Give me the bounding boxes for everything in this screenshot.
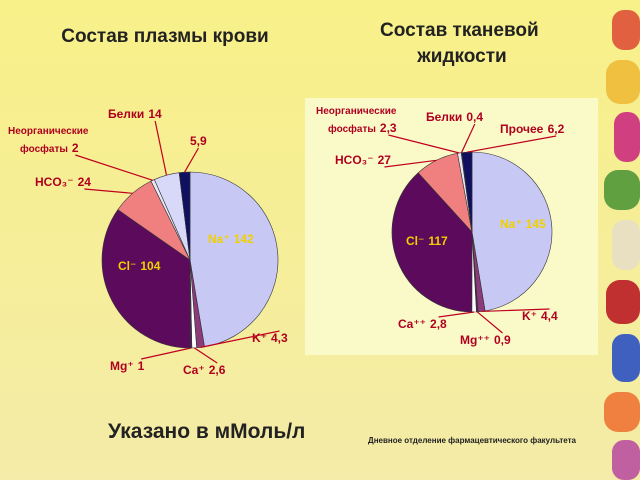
footer: Дневное отделение фармацевтического факу… bbox=[368, 436, 577, 445]
value-label: 4,4 bbox=[541, 309, 558, 323]
value-label: 4,3 bbox=[271, 331, 288, 345]
leader-line bbox=[466, 135, 557, 153]
value-label: 14 bbox=[148, 107, 162, 121]
slice-label: Mg⁺ 1 bbox=[110, 347, 192, 373]
slice-label: Na⁺ 145 bbox=[500, 217, 546, 231]
value-label: 2,3 bbox=[380, 121, 397, 135]
pie-slice bbox=[471, 151, 553, 312]
value-label: 104 bbox=[140, 259, 160, 273]
category-label: Белки bbox=[108, 107, 144, 121]
category-label: K⁺ bbox=[522, 309, 537, 323]
leader-line bbox=[84, 188, 133, 194]
leader-line bbox=[200, 330, 280, 348]
leader-line bbox=[388, 134, 460, 154]
category-label: Неорганические фосфаты bbox=[316, 106, 399, 135]
slice-label: HCO₃⁻ 24 bbox=[35, 175, 133, 194]
category-label: Mg⁺ bbox=[110, 359, 134, 373]
slice-label: HCO₃⁻ 27 bbox=[335, 153, 437, 168]
leader-line bbox=[141, 347, 192, 360]
slice-label: 5,9 bbox=[184, 134, 207, 173]
value-label: 5,9 bbox=[190, 134, 207, 148]
slice-label: K⁺ 4,4 bbox=[481, 308, 558, 323]
slice-label: Неорганические фосфаты 2,3 bbox=[316, 106, 460, 154]
category-label: Ca⁺⁺ bbox=[398, 317, 426, 331]
value-label: 2,6 bbox=[209, 363, 226, 377]
value-label: 142 bbox=[234, 232, 254, 246]
pie-slice bbox=[189, 171, 279, 348]
category-label: HCO₃⁻ bbox=[35, 175, 74, 189]
slice-label: Белки 14 bbox=[108, 107, 168, 176]
category-label: Na⁺ bbox=[500, 217, 522, 231]
value-label: 0,9 bbox=[494, 333, 511, 347]
slice-label: Cl⁻ 117 bbox=[406, 234, 448, 248]
category-label: Неорганические фосфаты bbox=[8, 126, 91, 155]
value-label: 145 bbox=[526, 217, 546, 231]
category-label: Na⁺ bbox=[208, 232, 230, 246]
slice-label: Na⁺ 142 bbox=[208, 232, 254, 246]
leader-line bbox=[184, 147, 200, 173]
value-label: 2 bbox=[72, 141, 79, 155]
slice-label: Неорганические фосфаты 2 bbox=[8, 126, 153, 181]
value-label: 117 bbox=[428, 234, 448, 248]
value-label: 1 bbox=[138, 359, 145, 373]
leader-line bbox=[384, 159, 437, 168]
value-label: 24 bbox=[78, 175, 92, 189]
slice-label: Белки 0,4 bbox=[426, 110, 483, 153]
value-label: 0,4 bbox=[466, 110, 483, 124]
category-label: Прочее bbox=[500, 122, 544, 136]
note: Указано в мМоль/л bbox=[108, 420, 305, 443]
slice-label: Ca⁺ 2,6 bbox=[183, 347, 226, 377]
category-label: HCO₃⁻ bbox=[335, 153, 374, 167]
pie-slice bbox=[391, 172, 473, 313]
leader-line bbox=[75, 154, 153, 181]
slice-label: Cl⁻ 104 bbox=[118, 259, 161, 273]
slice-label: K⁺ 4,3 bbox=[200, 330, 288, 348]
value-label: 6,2 bbox=[548, 122, 565, 136]
leader-line bbox=[193, 347, 218, 364]
slice-label: Прочее 6,2 bbox=[466, 122, 565, 153]
chart-title: Состав плазмы крови bbox=[61, 26, 268, 47]
leader-line bbox=[460, 123, 476, 153]
category-label: Mg⁺⁺ bbox=[460, 333, 490, 347]
slice-label: Mg⁺⁺ 0,9 bbox=[460, 311, 511, 347]
chart-title: Состав тканевой жидкости bbox=[380, 20, 544, 67]
category-label: Белки bbox=[426, 110, 462, 124]
pie-slice bbox=[101, 209, 191, 349]
value-label: 2,8 bbox=[430, 317, 447, 331]
slice-label: Ca⁺⁺ 2,8 bbox=[398, 311, 475, 331]
category-label: Cl⁻ bbox=[118, 259, 136, 273]
pie-slice bbox=[178, 171, 191, 261]
category-label: Cl⁻ bbox=[406, 234, 424, 248]
pills-decoration bbox=[604, 10, 640, 480]
value-label: 27 bbox=[378, 153, 392, 167]
leader-line bbox=[438, 311, 475, 318]
leader-line bbox=[476, 311, 503, 334]
leader-line bbox=[481, 308, 550, 313]
category-label: K⁺ bbox=[252, 331, 267, 345]
leader-line bbox=[154, 120, 168, 176]
category-label: Ca⁺ bbox=[183, 363, 205, 377]
